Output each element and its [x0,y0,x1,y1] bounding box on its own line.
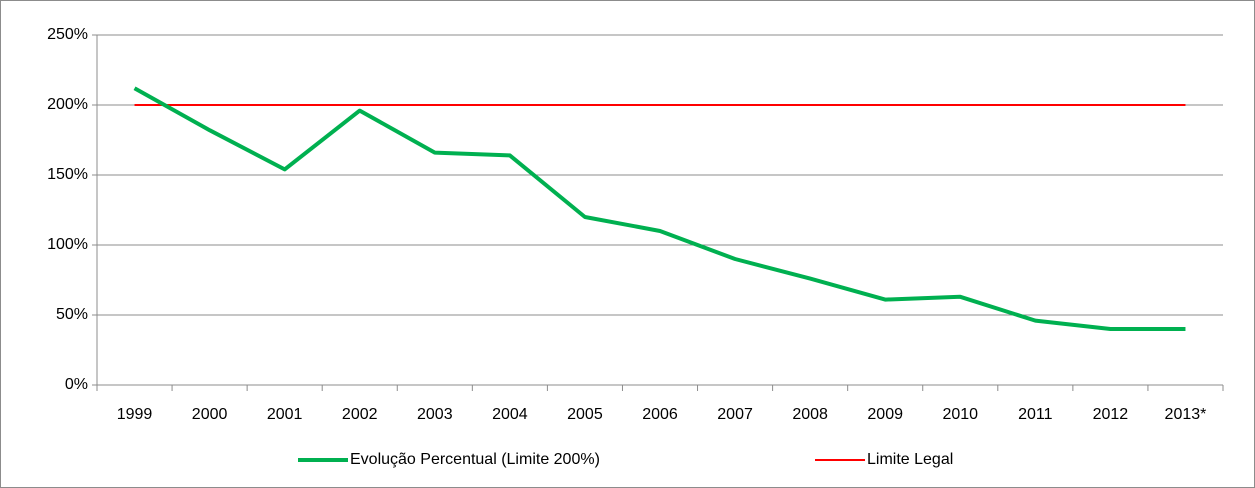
x-tick-label: 2005 [567,406,603,423]
x-tick-label: 2004 [492,406,528,423]
x-tick-label: 2001 [267,406,303,423]
series-line [133,86,1186,331]
y-tick-label: 50% [56,306,88,323]
x-tick-label: 2013* [1165,406,1207,423]
x-tick-label: 2007 [717,406,753,423]
x-tick-label: 1999 [117,406,153,423]
x-tick-label: 2000 [192,406,228,423]
x-tick-label: 2012 [1093,406,1129,423]
x-tick-label: 2008 [792,406,828,423]
x-tick-label: 2006 [642,406,678,423]
y-tick-label: 200% [47,96,88,113]
x-tick-label: 2011 [1018,406,1053,423]
x-tick-label: 2002 [342,406,378,423]
x-tick-label: 2003 [417,406,453,423]
y-tick-label: 0% [65,376,88,393]
x-tick-label: 2009 [867,406,903,423]
legend-label: Evolução Percentual (Limite 200%) [350,451,600,468]
y-tick-label: 100% [47,236,88,253]
y-tick-label: 250% [47,26,88,43]
y-tick-label: 150% [47,166,88,183]
legend-label: Limite Legal [867,451,953,468]
x-tick-label: 2010 [942,406,978,423]
